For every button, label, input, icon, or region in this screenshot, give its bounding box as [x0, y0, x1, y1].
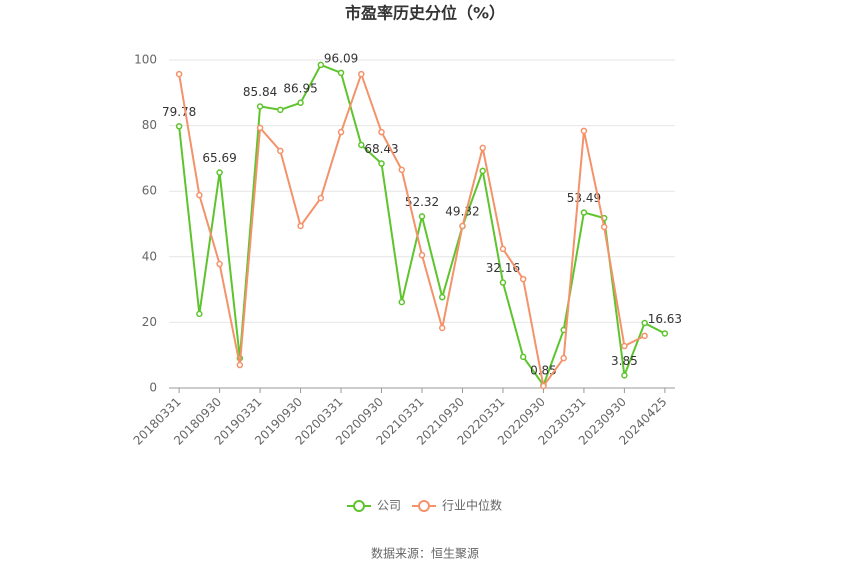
- point: [499, 279, 507, 286]
- point: [418, 251, 426, 259]
- y-tick-label: 0: [149, 381, 157, 395]
- series-line: [178, 71, 646, 389]
- y-tick-label: 80: [142, 118, 157, 132]
- legend-label: 公司: [377, 499, 401, 513]
- legend-marker: [418, 500, 430, 512]
- point: [216, 260, 223, 268]
- point: [337, 69, 345, 77]
- legend-label: 行业中位数: [442, 498, 502, 513]
- data-label: 86.95: [283, 81, 317, 95]
- point: [540, 382, 547, 390]
- legend-marker: [353, 500, 365, 512]
- point: [277, 106, 284, 114]
- point: [621, 372, 628, 379]
- data-label: 0.85: [530, 364, 557, 378]
- point: [641, 319, 648, 327]
- point: [358, 70, 365, 78]
- point: [600, 223, 608, 231]
- data-label: 68.43: [364, 142, 398, 156]
- point: [499, 245, 507, 253]
- point: [378, 160, 385, 167]
- source: 数据来源：恒生聚源: [371, 546, 479, 561]
- data-label: 16.63: [648, 312, 682, 326]
- point: [479, 167, 486, 175]
- point: [196, 191, 203, 199]
- point: [580, 127, 588, 135]
- point: [438, 293, 446, 301]
- point: [418, 213, 426, 220]
- point: [580, 209, 588, 216]
- point: [317, 61, 325, 69]
- point: [438, 324, 446, 332]
- point: [175, 123, 183, 130]
- point: [297, 99, 304, 107]
- data-label: 52.32: [405, 195, 439, 209]
- data-label: 49.32: [445, 205, 479, 219]
- point: [459, 222, 466, 230]
- point: [398, 298, 406, 306]
- point: [216, 169, 223, 176]
- point: [277, 147, 284, 155]
- point: [358, 141, 365, 149]
- point: [661, 330, 669, 337]
- point: [519, 353, 527, 361]
- data-label: 65.69: [202, 151, 236, 165]
- point: [297, 222, 304, 230]
- point: [175, 70, 183, 78]
- point: [398, 166, 406, 174]
- data-label: 79.78: [162, 105, 196, 119]
- point: [621, 342, 628, 350]
- point: [256, 124, 264, 132]
- y-tick-label: 20: [142, 315, 157, 329]
- data-label: 32.16: [486, 261, 520, 275]
- point: [337, 128, 345, 136]
- data-label: 96.09: [324, 51, 358, 65]
- point: [317, 194, 325, 202]
- point: [378, 128, 385, 136]
- chart-title: 市盈率历史分位（%）: [345, 4, 505, 23]
- data-label: 85.84: [243, 85, 277, 99]
- point: [560, 354, 567, 362]
- point: [641, 332, 648, 340]
- y-tick-label: 40: [142, 249, 157, 263]
- point: [519, 275, 527, 283]
- point: [479, 144, 486, 152]
- point: [196, 310, 203, 318]
- point: [256, 103, 264, 110]
- point: [236, 361, 244, 369]
- y-tick-label: 60: [142, 184, 157, 198]
- y-tick-label: 100: [134, 53, 157, 67]
- data-label: 53.49: [567, 191, 601, 205]
- data-label: 3.85: [611, 354, 638, 368]
